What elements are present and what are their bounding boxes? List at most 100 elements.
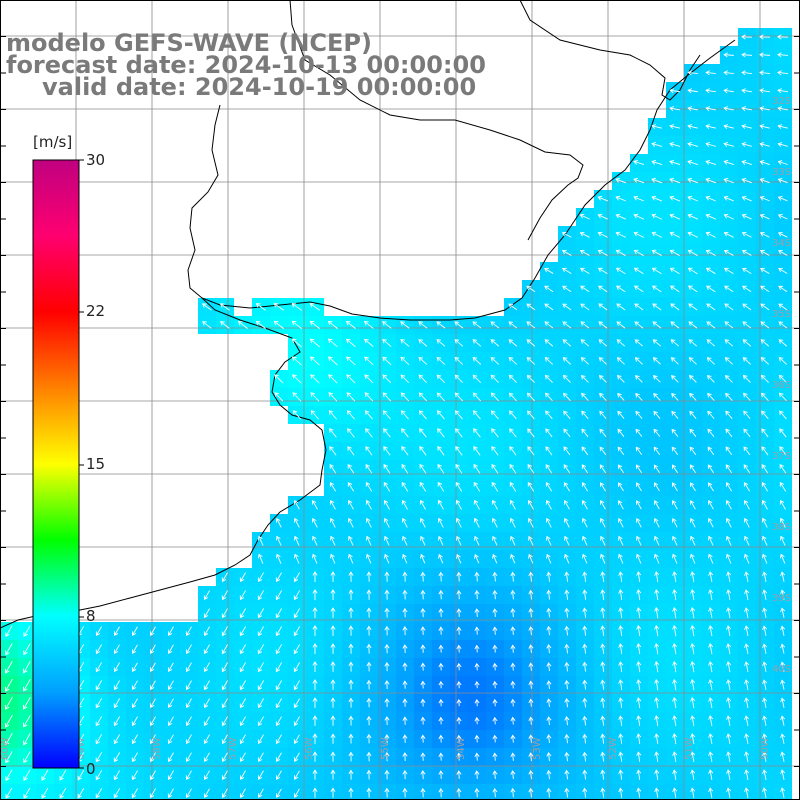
wind-arrow <box>382 321 392 329</box>
wind-arrow <box>419 499 426 510</box>
wind-arrow <box>312 661 318 673</box>
wind-arrow <box>600 715 606 726</box>
wind-arrow <box>149 662 156 672</box>
wind-arrow <box>257 716 264 727</box>
wind-arrow <box>4 696 13 710</box>
wind-arrow <box>598 374 607 383</box>
wind-arrow <box>546 769 552 780</box>
wind-arrow <box>113 680 120 691</box>
wind-arrow <box>384 787 390 798</box>
wind-arrow <box>257 644 265 655</box>
wind-arrow <box>777 214 788 220</box>
wind-arrow <box>257 553 264 564</box>
wind-arrow <box>328 392 338 402</box>
wind-arrow <box>618 482 624 492</box>
speed-cell <box>72 784 90 800</box>
wind-arrow <box>255 303 266 311</box>
wind-arrow <box>510 770 516 780</box>
wind-arrow <box>203 698 210 709</box>
wind-arrow <box>707 482 714 492</box>
wind-arrow <box>401 499 408 510</box>
wind-arrow <box>687 88 698 94</box>
wind-arrow <box>544 339 554 347</box>
wind-arrow <box>724 285 734 293</box>
wind-arrow <box>509 463 517 474</box>
wind-arrow <box>149 734 156 745</box>
wind-arrow <box>742 321 752 329</box>
wind-arrow <box>348 715 354 726</box>
wind-arrow <box>221 734 228 745</box>
wind-arrow <box>618 625 624 637</box>
wind-arrow <box>348 589 354 600</box>
longitude-label: 50W <box>760 737 771 760</box>
wind-arrow <box>725 517 732 528</box>
latitude-label: 36S <box>772 380 791 391</box>
wind-arrow <box>273 303 284 311</box>
wind-arrow <box>274 374 284 384</box>
wind-arrow <box>618 715 624 726</box>
wind-arrow <box>743 553 750 564</box>
wind-arrow <box>564 787 570 798</box>
wind-arrow <box>510 698 516 707</box>
wind-arrow <box>510 589 516 600</box>
wind-arrow <box>509 535 516 546</box>
wind-arrow <box>366 787 372 798</box>
wind-arrow <box>239 608 246 619</box>
wind-arrow <box>581 464 589 474</box>
wind-arrow <box>545 535 552 546</box>
wind-arrow <box>528 607 534 618</box>
wind-arrow <box>294 788 300 798</box>
wind-arrow <box>689 517 696 528</box>
coastline <box>0 0 736 629</box>
wind-arrow <box>707 535 714 546</box>
wind-arrow <box>454 356 464 365</box>
wind-arrow <box>671 517 678 528</box>
wind-arrow <box>636 643 642 655</box>
wind-arrow <box>741 88 752 94</box>
wind-arrow <box>689 446 697 456</box>
wind-arrow <box>635 428 643 437</box>
wind-arrow <box>708 571 714 583</box>
wind-arrow <box>545 410 553 420</box>
wind-arrow <box>328 410 337 420</box>
wind-arrow <box>59 787 67 799</box>
wind-arrow <box>491 517 498 528</box>
wind-arrow <box>581 553 588 564</box>
wind-arrow <box>345 320 356 329</box>
wind-arrow <box>561 231 572 238</box>
wind-arrow <box>562 285 572 293</box>
wind-arrow <box>564 679 570 690</box>
wind-arrow <box>474 770 480 779</box>
wind-arrow <box>364 374 374 384</box>
wind-arrow <box>705 177 717 184</box>
wind-arrow <box>293 662 300 673</box>
wind-arrow <box>759 195 770 202</box>
wind-arrow <box>312 679 318 691</box>
wind-arrow <box>528 553 534 564</box>
wind-arrow <box>671 535 678 546</box>
wind-arrow <box>563 464 571 474</box>
wind-arrow <box>365 481 373 492</box>
wind-arrow <box>348 607 354 618</box>
wind-arrow <box>687 249 698 256</box>
wind-arrow <box>149 698 156 709</box>
valid-date: valid date: 2024-10-19 00:00:00 <box>42 73 477 101</box>
wind-arrow <box>708 589 714 601</box>
wind-arrow <box>527 535 534 546</box>
wind-arrow <box>688 303 698 311</box>
wind-arrow <box>689 392 697 401</box>
wind-arrow <box>761 499 768 510</box>
wind-arrow <box>113 716 120 727</box>
wind-arrow <box>562 339 572 347</box>
wind-arrow <box>366 625 372 636</box>
wind-arrow <box>546 607 552 618</box>
wind-arrow <box>293 752 300 762</box>
wind-arrow <box>365 517 372 528</box>
wind-arrow <box>689 535 696 546</box>
wind-arrow <box>706 285 716 293</box>
wind-arrow <box>77 769 85 781</box>
wind-arrow <box>562 374 571 383</box>
wind-arrow <box>312 697 318 708</box>
wind-arrow <box>582 715 588 726</box>
wind-arrow <box>365 446 373 456</box>
